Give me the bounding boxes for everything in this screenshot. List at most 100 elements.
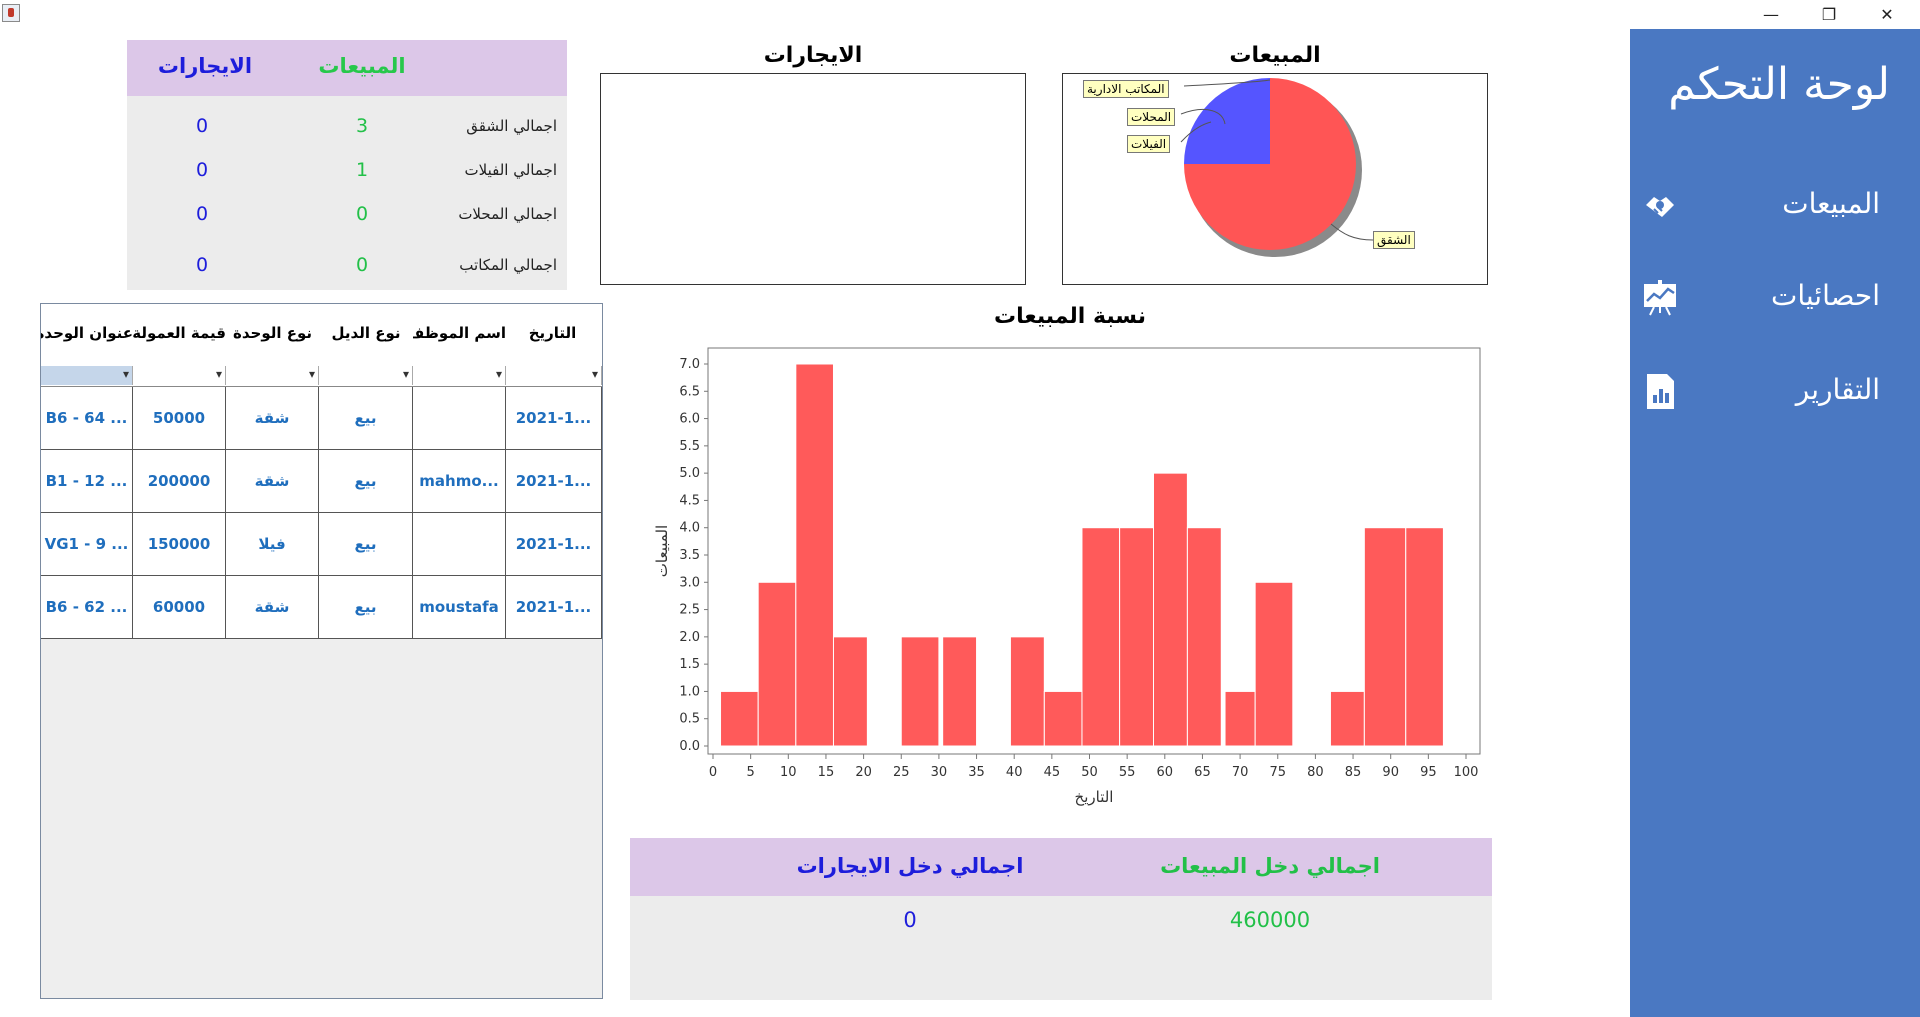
x-tick-label: 15 xyxy=(818,765,835,780)
x-tick-label: 0 xyxy=(709,765,717,780)
sales-bar-chart: 0.0 0.5 1.0 1.5 2.0 2.5 3.0 3.5 4.0 4.5 5.0 5.5 6.0 6… xyxy=(653,347,1481,806)
column-header-unit-type[interactable]: نوع الوحدة xyxy=(232,324,312,342)
summary-row-rent: 0 xyxy=(195,115,209,137)
x-tick-label: 30 xyxy=(931,765,948,780)
sales-chart-title: المبيعات xyxy=(1229,43,1321,68)
y-tick-label: 1.0 xyxy=(679,684,700,699)
x-tick-label: 90 xyxy=(1382,765,1399,780)
callout-line xyxy=(1180,109,1226,125)
histogram-bar xyxy=(1254,581,1294,747)
minimize-icon: — xyxy=(1763,4,1779,24)
cell-employee xyxy=(413,513,506,575)
restore-icon: ❐ xyxy=(1821,4,1837,24)
y-tick-label: 0.0 xyxy=(679,739,700,754)
column-header-commission[interactable]: قيمة العمولة xyxy=(133,324,226,342)
sidebar-item-label: المبيعات xyxy=(1782,187,1880,220)
cell-unit-address: B6 - 64 ... xyxy=(41,387,133,449)
column-header-employee[interactable]: اسم الموظف xyxy=(413,324,506,342)
total-rent-income-label: اجمالي دخل الايجارات xyxy=(796,854,1024,878)
x-tick-label: 60 xyxy=(1157,765,1174,780)
handshake-icon xyxy=(1646,197,1674,217)
histogram-bar xyxy=(1224,690,1256,747)
histogram-bar xyxy=(1043,690,1083,747)
filter-row xyxy=(41,366,602,387)
y-tick-label: 1.5 xyxy=(679,657,700,672)
cell-unit-address: VG1 - 9 ... xyxy=(41,513,133,575)
y-tick-label: 3.0 xyxy=(679,575,700,590)
cell-unit-type: شقة xyxy=(226,450,319,512)
sidebar-item-reports[interactable]: التقارير xyxy=(1640,365,1880,421)
y-tick-label: 6.5 xyxy=(679,384,700,399)
y-tick-label: 4.0 xyxy=(679,521,700,536)
y-tick-label: 4.5 xyxy=(679,493,700,508)
column-header-date[interactable]: التاريخ xyxy=(528,324,577,342)
rent-pie-chart xyxy=(600,73,1026,285)
cell-date: 2021-1... xyxy=(506,576,602,638)
total-sales-income-value: 460000 xyxy=(1229,908,1311,932)
x-tick-label: 25 xyxy=(893,765,910,780)
filter-dropdown[interactable] xyxy=(41,366,133,385)
x-tick-label: 70 xyxy=(1232,765,1249,780)
histogram-bar xyxy=(942,636,978,747)
summary-row-sales: 0 xyxy=(355,203,369,225)
cell-deal-type: بيع xyxy=(319,387,413,449)
y-tick-label: 5.0 xyxy=(679,466,700,481)
histogram-bar xyxy=(1081,527,1121,747)
cell-commission: 150000 xyxy=(133,513,226,575)
totals-panel: اجمالي دخل المبيعات اجمالي دخل الايجارات… xyxy=(630,838,1492,1000)
filter-dropdown[interactable] xyxy=(413,366,506,385)
y-tick-label: 2.0 xyxy=(679,630,700,645)
cell-unit-address: B6 - 62 ... xyxy=(41,576,133,638)
close-icon: ✕ xyxy=(1880,4,1894,24)
summary-row-rent: 0 xyxy=(195,159,209,181)
x-tick-label: 85 xyxy=(1345,765,1362,780)
histogram-bar xyxy=(1009,636,1045,747)
table-row[interactable]: VG1 - 9 ... 150000 فيلا بيع 2021-1... xyxy=(41,513,602,576)
table-header: عنوان الوحدة قيمة العمولة نوع الوحدة نوع… xyxy=(41,304,602,366)
totals-header: اجمالي دخل المبيعات اجمالي دخل الايجارات xyxy=(630,838,1492,896)
table-row[interactable]: B6 - 64 ... 50000 شقة بيع 2021-1... xyxy=(41,387,602,450)
cell-unit-type: شقة xyxy=(226,576,319,638)
restore-button[interactable]: ❐ xyxy=(1801,0,1857,28)
filter-dropdown[interactable] xyxy=(226,366,319,385)
x-tick-label: 65 xyxy=(1194,765,1211,780)
cell-employee: mahmo... xyxy=(413,450,506,512)
y-tick-label: 6.0 xyxy=(679,412,700,427)
minimize-button[interactable]: — xyxy=(1743,0,1799,28)
histogram-bar xyxy=(1186,527,1222,747)
cell-employee xyxy=(413,387,506,449)
pie-callout-villas: الفيلات xyxy=(1127,135,1171,153)
cell-deal-type: بيع xyxy=(319,513,413,575)
histogram-bar xyxy=(900,636,940,747)
column-header-unit-address[interactable]: عنوان الوحدة xyxy=(41,324,133,342)
x-tick-label: 50 xyxy=(1081,765,1098,780)
close-button[interactable]: ✕ xyxy=(1859,0,1915,28)
x-tick-label: 5 xyxy=(747,765,755,780)
column-header-deal-type[interactable]: نوع الديل xyxy=(331,324,401,342)
callout-line xyxy=(1183,79,1271,87)
summary-row-sales: 1 xyxy=(355,159,369,181)
rent-chart-title: الايجارات xyxy=(763,43,863,68)
sidebar-item-statistics[interactable]: احصائيات xyxy=(1640,271,1880,327)
x-axis-label: التاريخ xyxy=(1075,788,1114,806)
filter-dropdown[interactable] xyxy=(506,366,602,385)
x-tick-label: 55 xyxy=(1119,765,1136,780)
sidebar-item-sales[interactable]: المبيعات xyxy=(1640,179,1880,235)
pie-callout-apartments: الشقق xyxy=(1373,231,1415,249)
histogram-bar xyxy=(720,690,759,747)
summary-row-sales: 0 xyxy=(355,254,369,276)
cell-deal-type: بيع xyxy=(319,576,413,638)
table-row[interactable]: B6 - 62 ... 60000 شقة بيع moustafa 2021-… xyxy=(41,576,602,639)
summary-row-label: اجمالي المكاتب xyxy=(459,256,557,274)
histogram-bar xyxy=(832,636,868,747)
summary-header: المبيعات الايجارات xyxy=(127,40,567,96)
total-sales-income-label: اجمالي دخل المبيعات xyxy=(1160,854,1380,878)
filter-dropdown[interactable] xyxy=(319,366,413,385)
filter-dropdown[interactable] xyxy=(133,366,226,385)
cell-commission: 200000 xyxy=(133,450,226,512)
table-row[interactable]: B1 - 12 ... 200000 شقة بيع mahmo... 2021… xyxy=(41,450,602,513)
summary-sales-header: المبيعات xyxy=(318,54,406,78)
pie-callout-shops: المحلات xyxy=(1127,108,1176,126)
total-rent-income-value: 0 xyxy=(903,908,917,932)
pie-callout-offices: المكاتب الادارية xyxy=(1083,80,1169,98)
